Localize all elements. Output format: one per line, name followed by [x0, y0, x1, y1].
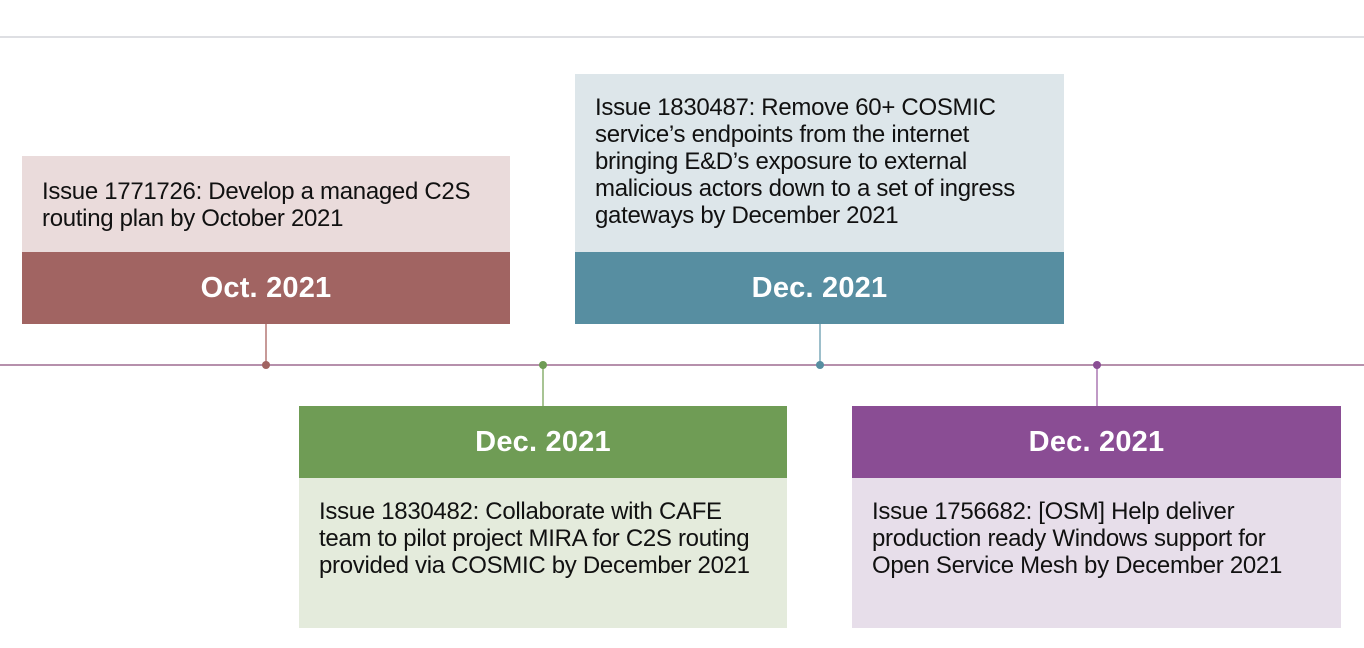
- milestone-card-oct-2021: Issue 1771726: Develop a managed C2S rou…: [22, 156, 510, 324]
- top-divider: [0, 36, 1364, 38]
- milestone-card-dec-2021-endpoints: Issue 1830487: Remove 60+ COSMIC service…: [575, 74, 1064, 324]
- milestone-dot-teal: [816, 361, 824, 369]
- milestone-description: Issue 1771726: Develop a managed C2S rou…: [22, 156, 510, 252]
- milestone-card-dec-2021-mira: Dec. 2021 Issue 1830482: Collaborate wit…: [299, 406, 787, 628]
- connector-oct: [265, 324, 267, 364]
- timeline-axis: [0, 364, 1364, 366]
- milestone-dot-oct: [262, 361, 270, 369]
- milestone-description: Issue 1830487: Remove 60+ COSMIC service…: [575, 74, 1064, 252]
- milestone-description: Issue 1830482: Collaborate with CAFE tea…: [299, 478, 787, 628]
- connector-purple: [1096, 366, 1098, 406]
- milestone-description: Issue 1756682: [OSM] Help deliver produc…: [852, 478, 1341, 628]
- milestone-date: Dec. 2021: [299, 406, 787, 478]
- connector-green: [542, 366, 544, 406]
- milestone-dot-green: [539, 361, 547, 369]
- milestone-date: Dec. 2021: [575, 252, 1064, 324]
- milestone-date: Oct. 2021: [22, 252, 510, 324]
- milestone-card-dec-2021-osm: Dec. 2021 Issue 1756682: [OSM] Help deli…: [852, 406, 1341, 628]
- connector-teal: [819, 324, 821, 364]
- milestone-dot-purple: [1093, 361, 1101, 369]
- milestone-date: Dec. 2021: [852, 406, 1341, 478]
